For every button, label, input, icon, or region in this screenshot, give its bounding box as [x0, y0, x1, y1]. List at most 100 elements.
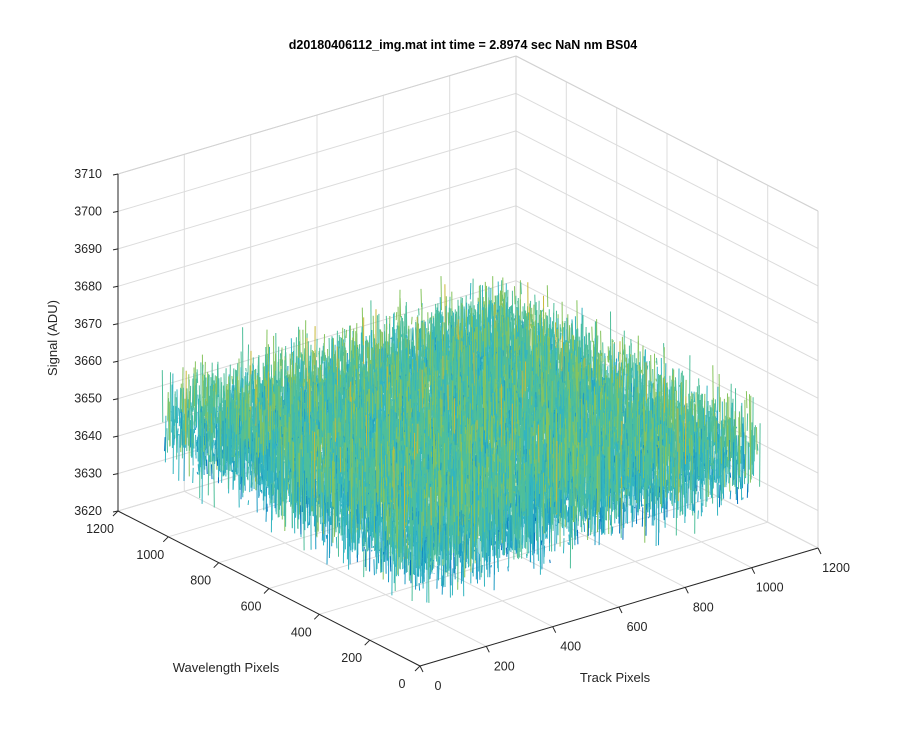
- surface-mark: [625, 439, 627, 458]
- grid-line: [515, 242, 819, 399]
- surface-mark: [732, 418, 734, 443]
- surface-mark: [674, 418, 677, 436]
- surface-mark: [449, 339, 451, 342]
- surface-mark: [594, 338, 597, 369]
- surface-mark: [678, 462, 680, 469]
- surface-mark: [641, 481, 644, 490]
- surface-mark: [716, 442, 718, 453]
- surface-mark: [530, 323, 532, 329]
- surface-mark: [729, 472, 732, 478]
- surface-mark: [711, 420, 713, 432]
- surface-mark: [532, 355, 535, 379]
- surface-mark: [654, 443, 657, 483]
- surface-mark: [544, 390, 546, 402]
- surface-mark: [756, 443, 759, 451]
- surface-mark: [526, 354, 529, 384]
- grid-line: [515, 130, 819, 287]
- surface-mark: [517, 355, 519, 367]
- surface-mark: [430, 312, 433, 346]
- surface-mark: [608, 425, 610, 431]
- surface-mark: [675, 377, 677, 392]
- surface-mark: [579, 398, 581, 400]
- surface-mark: [597, 380, 599, 395]
- surface-mark: [605, 375, 608, 378]
- surface-mark: [696, 386, 699, 415]
- surface-mark: [563, 381, 566, 383]
- surface-mark: [658, 473, 661, 478]
- surface-mark: [719, 459, 722, 473]
- surface-mark: [708, 410, 710, 474]
- surface-mark: [651, 417, 654, 459]
- surface-mark: [551, 321, 554, 332]
- surface-mark: [718, 448, 720, 451]
- grid-line: [117, 205, 517, 325]
- surface-mark: [399, 289, 401, 343]
- surface-mark: [382, 344, 385, 346]
- surface-mark: [739, 412, 741, 464]
- surface-mark: [520, 282, 522, 295]
- surface-mark: [420, 345, 423, 357]
- surface-mark: [750, 429, 753, 480]
- surface-mark: [469, 282, 472, 300]
- surface-mark: [460, 351, 463, 376]
- surface-mark: [602, 455, 604, 464]
- surface-mark: [694, 457, 696, 534]
- surface-mark: [557, 382, 559, 415]
- surface-mark: [669, 462, 672, 500]
- surface-mark: [607, 355, 609, 363]
- surface-mark: [665, 417, 667, 436]
- surface-mark: [600, 330, 602, 356]
- surface-mark: [615, 358, 617, 374]
- surface-mark: [735, 426, 738, 429]
- surface-mark: [693, 391, 696, 403]
- surface-mark: [630, 396, 632, 440]
- surface-mark: [702, 426, 705, 474]
- surface-mark: [709, 405, 711, 419]
- surface-mark: [537, 355, 539, 377]
- surface-mark: [727, 425, 729, 461]
- surface-mark: [695, 447, 698, 453]
- grid-line: [515, 205, 819, 362]
- surface-mark: [455, 326, 457, 328]
- surface-mark: [655, 378, 657, 382]
- surface-mark: [429, 317, 431, 324]
- surface-mark: [705, 429, 707, 508]
- surface-mark: [658, 492, 660, 546]
- surface-mark: [688, 453, 690, 487]
- surface-mark: [581, 307, 583, 368]
- surface-mark: [652, 463, 654, 479]
- surface-mark: [405, 334, 408, 338]
- surface-mark: [522, 306, 524, 320]
- surface-mark: [424, 349, 427, 371]
- surface-mark: [504, 304, 506, 336]
- surface-mark: [714, 451, 716, 483]
- surface-mark: [575, 390, 577, 413]
- surface-mark: [692, 463, 695, 492]
- surface-mark: [625, 357, 628, 374]
- surface-mark: [420, 288, 422, 308]
- box-edge: [117, 55, 517, 175]
- surface-mark: [534, 294, 536, 316]
- surface-mark: [668, 482, 670, 484]
- surface-mark: [691, 420, 694, 441]
- surface-mark: [732, 439, 735, 485]
- surface-mark: [716, 434, 718, 442]
- surface-mark: [471, 354, 474, 360]
- surface-mark: [691, 455, 693, 512]
- surface-mark: [715, 459, 718, 483]
- surface-mark: [495, 314, 498, 320]
- surface-mark: [642, 428, 644, 437]
- surface-mark: [511, 352, 513, 359]
- surface-mark: [712, 463, 715, 489]
- surface-mark: [694, 404, 696, 432]
- surface-mark: [412, 340, 414, 350]
- grid-line: [369, 521, 768, 641]
- surface-mark: [422, 338, 424, 359]
- surface-mark: [620, 392, 622, 420]
- surface-mark: [641, 507, 644, 527]
- surface-mark: [725, 450, 728, 455]
- surface-mark: [656, 446, 658, 479]
- surface-mark: [518, 345, 520, 351]
- surface-mark: [689, 470, 692, 511]
- surface-mark: [742, 423, 744, 489]
